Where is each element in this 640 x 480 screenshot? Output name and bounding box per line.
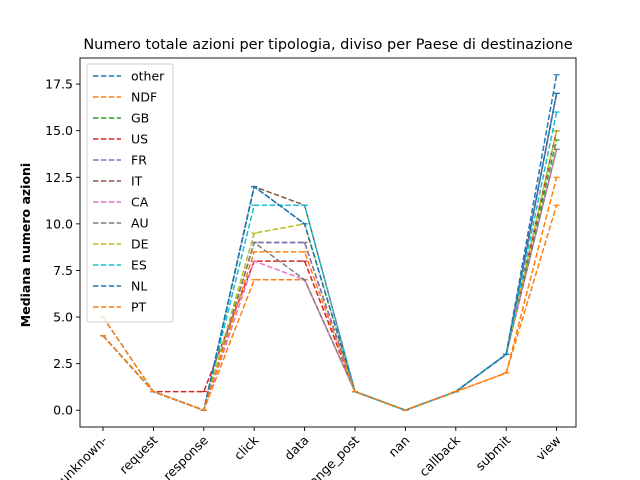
x-tick-label: data: [281, 433, 312, 464]
legend-box: [86, 63, 174, 323]
legend-label-other: other: [131, 69, 165, 84]
x-tick-label: request: [116, 432, 160, 476]
y-tick-label: 5.0: [53, 310, 73, 325]
legend-label-DE: DE: [131, 237, 149, 252]
x-tick-label: submit: [472, 432, 513, 473]
x-tick-label: callback: [416, 432, 463, 479]
legend-label-AU: AU: [131, 216, 149, 231]
y-tick-label: 7.5: [53, 263, 73, 278]
series-line-NL: [102, 93, 558, 412]
x-tick-label: view: [533, 433, 564, 464]
chart-title: Numero totale azioni per tipologia, divi…: [83, 37, 572, 53]
y-tick-label: 0.0: [53, 403, 73, 418]
legend-label-GB: GB: [131, 111, 149, 126]
legend-label-CA: CA: [131, 195, 149, 210]
x-tick-label: nan: [385, 433, 412, 460]
legend-label-NL: NL: [131, 279, 147, 294]
axes-frame: [79, 57, 577, 428]
legend-label-US: US: [131, 132, 148, 147]
y-axis-label: Mediana numero azioni: [18, 163, 33, 327]
y-tick-label: 2.5: [53, 356, 73, 371]
legend-label-ES: ES: [131, 258, 147, 273]
series-line-PT: [102, 177, 558, 412]
y-tick-label: 12.5: [45, 170, 73, 185]
x-tick-label: click: [231, 432, 262, 463]
y-tick-label: 10.0: [45, 216, 73, 231]
x-tick-label: -unknown-: [53, 433, 110, 480]
legend-label-PT: PT: [131, 300, 147, 315]
plot-area: [100, 74, 560, 412]
x-tick-label: response: [160, 432, 211, 480]
y-tick-label: 15.0: [45, 123, 73, 138]
legend-label-IT: IT: [131, 174, 143, 189]
legend-label-FR: FR: [131, 153, 147, 168]
y-tick-label: 17.5: [45, 77, 73, 92]
legend-label-NDF: NDF: [131, 90, 157, 105]
legend: other NDF GB US FR IT CA AU DE ES NL PT: [86, 63, 174, 323]
series-PT: [100, 176, 560, 412]
